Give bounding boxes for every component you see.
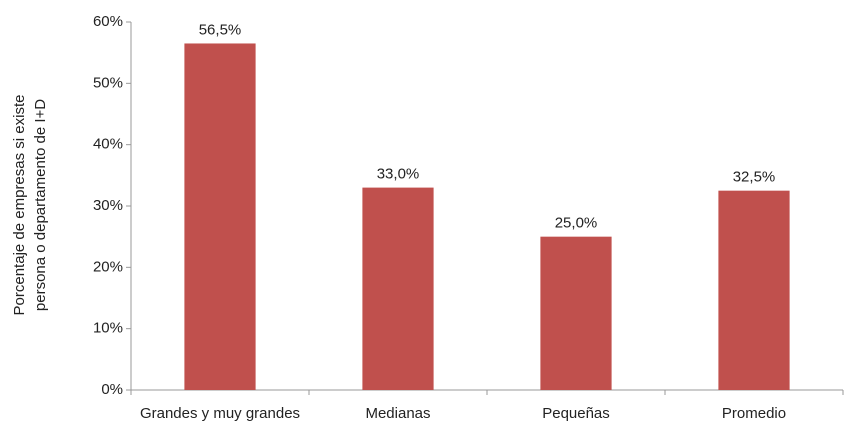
x-tick-label: Grandes y muy grandes <box>140 405 300 422</box>
y-tick-label: 50% <box>93 74 123 91</box>
bar <box>718 190 790 390</box>
x-tick-label: Promedio <box>722 405 786 422</box>
value-label: 25,0% <box>555 215 598 232</box>
x-tick-label: Pequeñas <box>542 405 610 422</box>
y-axis-label: persona o departamento de I+D <box>32 99 49 311</box>
y-tick-label: 40% <box>93 136 123 153</box>
y-axis-label: Porcentaje de empresas si existe <box>11 95 28 316</box>
bar <box>362 187 434 390</box>
bar <box>184 43 256 390</box>
x-tick-label: Medianas <box>365 405 430 422</box>
bar <box>540 236 612 390</box>
value-label: 56,5% <box>199 21 242 38</box>
value-label: 33,0% <box>377 166 420 183</box>
y-tick-label: 10% <box>93 320 123 337</box>
y-tick-label: 30% <box>93 197 123 214</box>
y-tick-label: 0% <box>101 381 123 398</box>
value-label: 32,5% <box>733 169 776 186</box>
y-tick-label: 60% <box>93 13 123 30</box>
y-tick-label: 20% <box>93 258 123 275</box>
